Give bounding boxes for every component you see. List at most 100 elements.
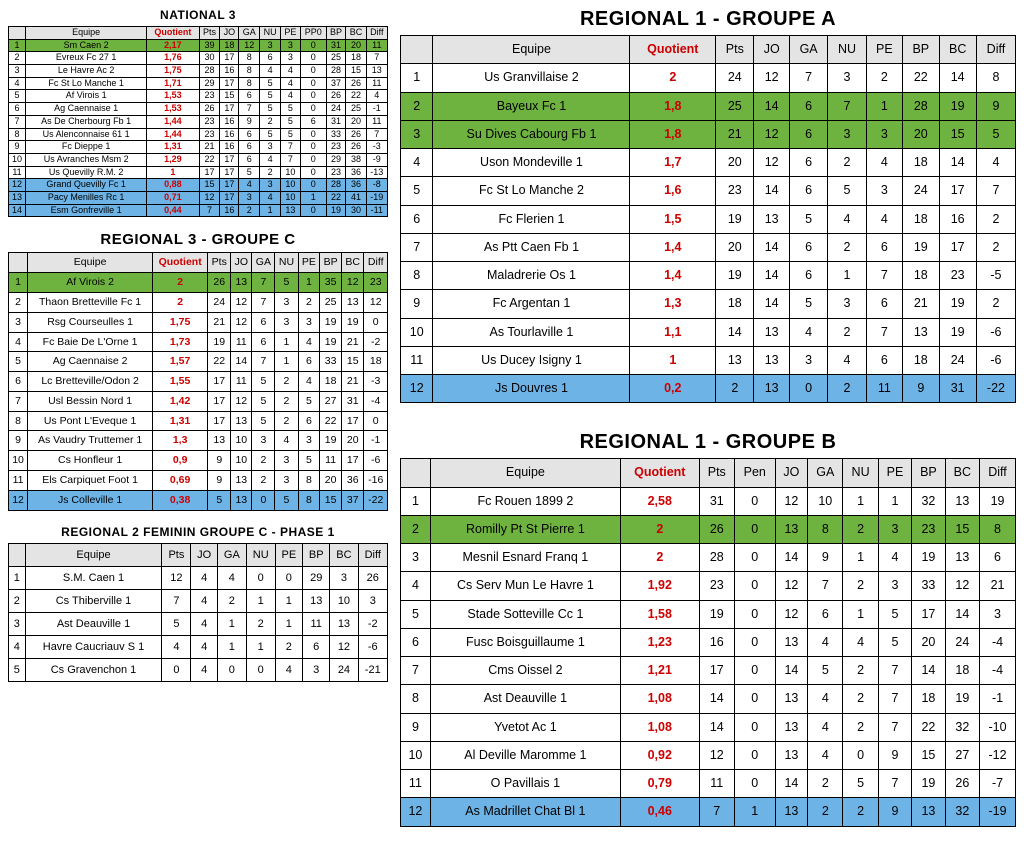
cell-diff: -12: [980, 741, 1016, 769]
column-header: Pts: [716, 36, 754, 64]
cell-pp0: 0: [300, 141, 326, 154]
cell-pts: 23: [199, 128, 220, 141]
cell-quot: 2: [620, 515, 699, 543]
table-row: 4Cs Serv Mun Le Havre 11,922301272333122…: [401, 572, 1016, 600]
cell-nu: 4: [828, 205, 866, 233]
cell-jo: 12: [754, 120, 789, 148]
cell-jo: 10: [231, 451, 252, 471]
cell-quot: 1,23: [620, 628, 699, 656]
cell-pos: 14: [9, 204, 26, 217]
table-row: 14Esm Gonfreville 10,44716211301930-11: [9, 204, 388, 217]
cell-nu: 1: [246, 635, 275, 658]
cell-nu: 3: [260, 39, 281, 52]
table-row: 3Su Dives Cabourg Fb 11,8211263320155: [401, 120, 1016, 148]
cell-nu: 2: [843, 713, 878, 741]
cell-bc: 26: [346, 128, 366, 141]
cell-pos: 5: [9, 658, 26, 681]
cell-pen: 0: [734, 713, 775, 741]
cell-pe: 5: [281, 103, 301, 116]
column-header: PE: [866, 36, 902, 64]
cell-jo: 14: [775, 657, 808, 685]
cell-ga: 7: [252, 273, 275, 293]
table-row: 5Stade Sotteville Cc 11,581901261517143: [401, 600, 1016, 628]
column-header: BC: [939, 36, 976, 64]
cell-bp: 31: [326, 115, 346, 128]
left-column: NATIONAL 3 EquipeQuotientPtsJOGANUPEPP0B…: [8, 8, 388, 841]
cell-quot: 1,4: [630, 233, 716, 261]
cell-jo: 16: [220, 65, 239, 78]
cell-nu: 2: [275, 411, 298, 431]
cell-pe: 7: [281, 141, 301, 154]
column-header: BC: [342, 253, 364, 273]
column-header: Pts: [199, 27, 220, 40]
cell-nu: 5: [828, 177, 866, 205]
cell-jo: 13: [754, 346, 789, 374]
cell-nu: 5: [260, 90, 281, 103]
cell-pen: 0: [734, 572, 775, 600]
table-row: 1Af Virois 222613751351223: [9, 273, 388, 293]
cell-pe: 4: [281, 90, 301, 103]
cell-nu: 4: [843, 628, 878, 656]
cell-equipe: Sm Caen 2: [25, 39, 146, 52]
cell-diff: 13: [366, 65, 387, 78]
cell-pts: 26: [208, 273, 231, 293]
cell-pp0: 0: [300, 52, 326, 65]
column-header: JO: [220, 27, 239, 40]
cell-pos: 9: [401, 713, 431, 741]
cell-quot: 1,6: [630, 177, 716, 205]
reg1b-section: REGIONAL 1 - GROUPE B EquipeQuotientPtsP…: [400, 431, 1016, 826]
cell-pts: 21: [199, 141, 220, 154]
cell-pe: 3: [298, 431, 320, 451]
cell-pe: 0: [275, 566, 302, 589]
cell-ga: 6: [239, 128, 260, 141]
cell-pts: 26: [199, 103, 220, 116]
cell-pos: 5: [401, 600, 431, 628]
cell-pen: 0: [734, 487, 775, 515]
cell-diff: -5: [976, 262, 1015, 290]
cell-quot: 1,75: [147, 65, 199, 78]
cell-diff: -13: [366, 166, 387, 179]
cell-pts: 17: [208, 411, 231, 431]
cell-ga: 10: [808, 487, 843, 515]
column-header: BP: [303, 543, 330, 566]
reg1a-section: REGIONAL 1 - GROUPE A EquipeQuotientPtsJ…: [400, 8, 1016, 403]
cell-pe: 7: [878, 657, 911, 685]
cell-pe: 1: [298, 273, 320, 293]
column-header: BC: [330, 543, 358, 566]
reg1a-title: REGIONAL 1 - GROUPE A: [400, 8, 1016, 31]
cell-quot: 1,21: [620, 657, 699, 685]
cell-equipe: Ag Caennaise 1: [25, 103, 146, 116]
cell-nu: 5: [275, 490, 298, 510]
cell-pos: 6: [401, 205, 433, 233]
cell-bc: 12: [945, 572, 979, 600]
cell-jo: 14: [754, 290, 789, 318]
cell-equipe: Cs Thiberville 1: [25, 589, 162, 612]
cell-equipe: Le Havre Ac 2: [25, 65, 146, 78]
cell-bp: 35: [320, 273, 342, 293]
cell-equipe: Fc Argentan 1: [433, 290, 630, 318]
cell-pos: 10: [9, 153, 26, 166]
cell-pe: 3: [298, 312, 320, 332]
cell-ga: 9: [808, 544, 843, 572]
cell-quot: 1,76: [147, 52, 199, 65]
cell-quot: 1,29: [147, 153, 199, 166]
table-row: 2Evreux Fc 27 11,763017863025187: [9, 52, 388, 65]
cell-equipe: Us Avranches Msm 2: [25, 153, 146, 166]
cell-nu: 0: [843, 741, 878, 769]
cell-ga: 6: [239, 90, 260, 103]
cell-pen: 0: [734, 770, 775, 798]
cell-pos: 3: [9, 312, 28, 332]
cell-pos: 11: [9, 166, 26, 179]
reg1a-table: EquipeQuotientPtsJOGANUPEBPBCDiff1Us Gra…: [400, 35, 1016, 403]
cell-bc: 17: [939, 177, 976, 205]
column-header: Diff: [364, 253, 388, 273]
cell-nu: 5: [260, 77, 281, 90]
cell-pos: 10: [9, 451, 28, 471]
cell-nu: 5: [843, 770, 878, 798]
cell-bc: 41: [346, 191, 366, 204]
cell-jo: 14: [754, 262, 789, 290]
cell-pts: 2: [716, 375, 754, 403]
cell-ga: 3: [252, 431, 275, 451]
cell-pe: 7: [878, 685, 911, 713]
cell-bc: 13: [342, 292, 364, 312]
